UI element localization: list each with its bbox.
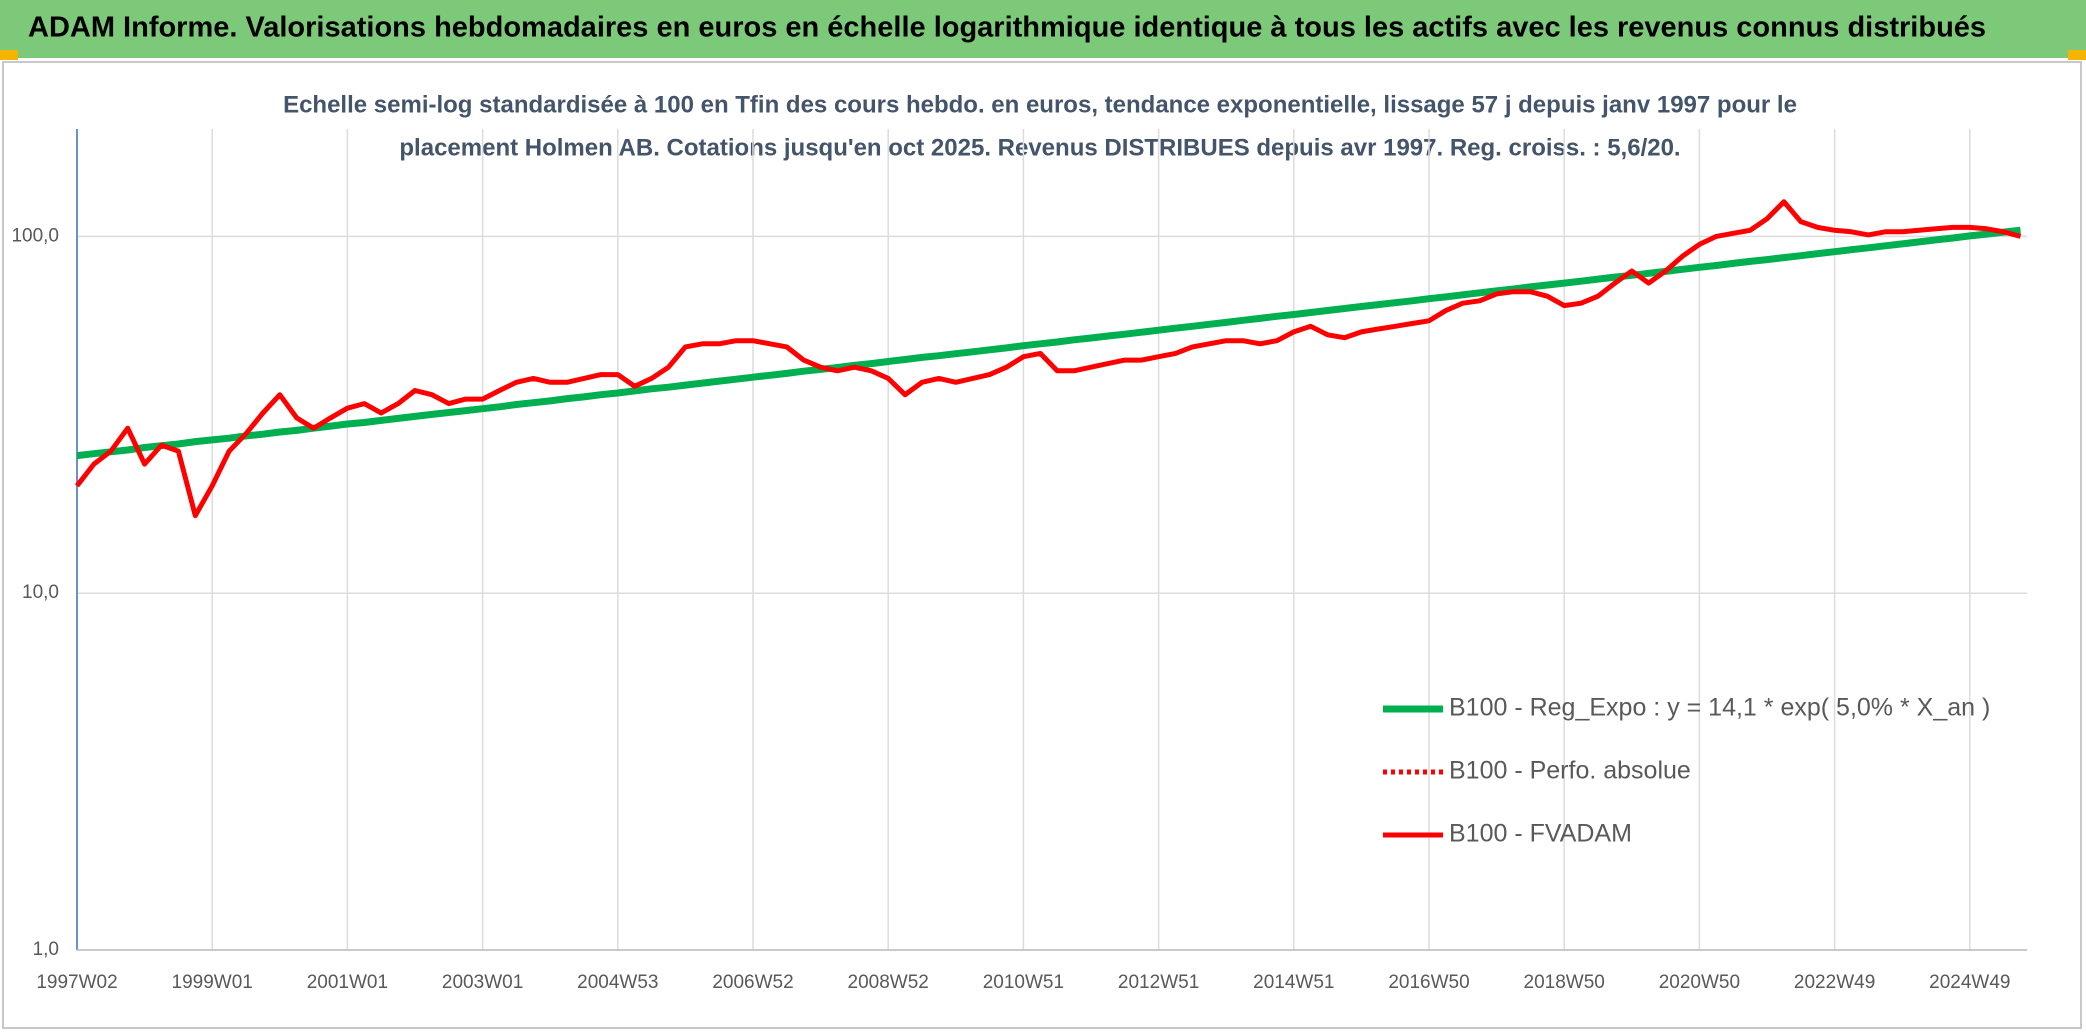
x-tick-label: 2024W49	[1929, 972, 2010, 993]
x-tick-label: 2010W51	[983, 972, 1064, 993]
x-tick-label: 1997W02	[36, 972, 117, 993]
page-title: ADAM Informe. Valorisations hebdomadaire…	[28, 12, 1986, 44]
chart-frame	[2, 61, 2082, 1029]
title-banner	[0, 0, 2086, 58]
x-tick-label: 2003W01	[442, 972, 523, 993]
x-tick-label: 2001W01	[307, 972, 388, 993]
x-tick-label: 2006W52	[712, 972, 793, 993]
x-tick-label: 2022W49	[1794, 972, 1875, 993]
x-tick-label: 2014W51	[1253, 972, 1334, 993]
x-tick-label: 2004W53	[577, 972, 658, 993]
x-tick-label: 2018W50	[1524, 972, 1605, 993]
x-tick-label: 2020W50	[1659, 972, 1740, 993]
legend-label: B100 - Perfo. absolue	[1449, 757, 1691, 785]
chart-title: Echelle semi-log standardisée à 100 en T…	[283, 91, 1797, 118]
legend-label: B100 - Reg_Expo : y = 14,1 * exp( 5,0% *…	[1449, 694, 1990, 722]
corner	[2068, 50, 2086, 60]
chart-title: placement Holmen AB. Cotations jusqu'en …	[399, 134, 1680, 161]
series-line	[76, 226, 2021, 460]
x-tick-label: 2012W51	[1118, 972, 1199, 993]
x-tick-label: 1999W01	[172, 972, 253, 993]
corner	[0, 50, 18, 60]
series-line	[75, 199, 2022, 519]
legend-label: B100 - FVADAM	[1449, 820, 1632, 848]
x-tick-label: 2008W52	[848, 972, 929, 993]
y-tick-label: 10,0	[22, 582, 59, 603]
y-tick-label: 100,0	[11, 225, 59, 246]
x-tick-label: 2016W50	[1388, 972, 1469, 993]
y-tick-label: 1,0	[33, 939, 59, 960]
